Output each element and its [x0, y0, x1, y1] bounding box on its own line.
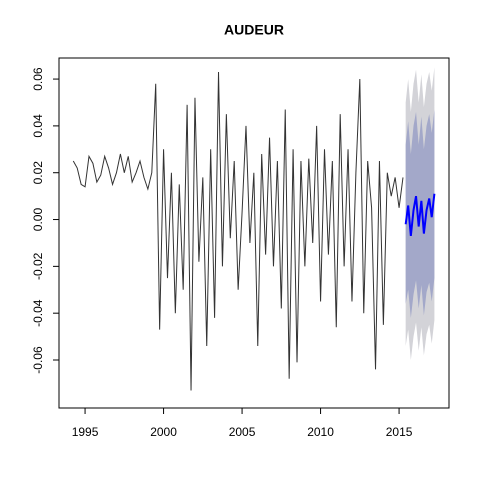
x-tick-label: 2005: [229, 425, 256, 439]
y-tick-label: 0.06: [31, 67, 45, 91]
history-line: [72, 72, 404, 391]
y-tick-label: 0.04: [31, 114, 45, 138]
y-tick-label: 0.02: [31, 161, 45, 185]
x-tick-label: 2015: [386, 425, 413, 439]
forecast-line: [404, 193, 436, 237]
chart-title: AUDEUR: [224, 22, 284, 38]
x-tick-label: 2000: [150, 425, 177, 439]
y-tick-label: 0.00: [31, 208, 45, 232]
y-tick-label: -0.04: [31, 299, 45, 327]
x-tick-label: 2010: [307, 425, 334, 439]
y-tick-label: -0.06: [31, 346, 45, 374]
y-tick-label: -0.02: [31, 252, 45, 280]
x-tick-label: 1995: [72, 425, 99, 439]
